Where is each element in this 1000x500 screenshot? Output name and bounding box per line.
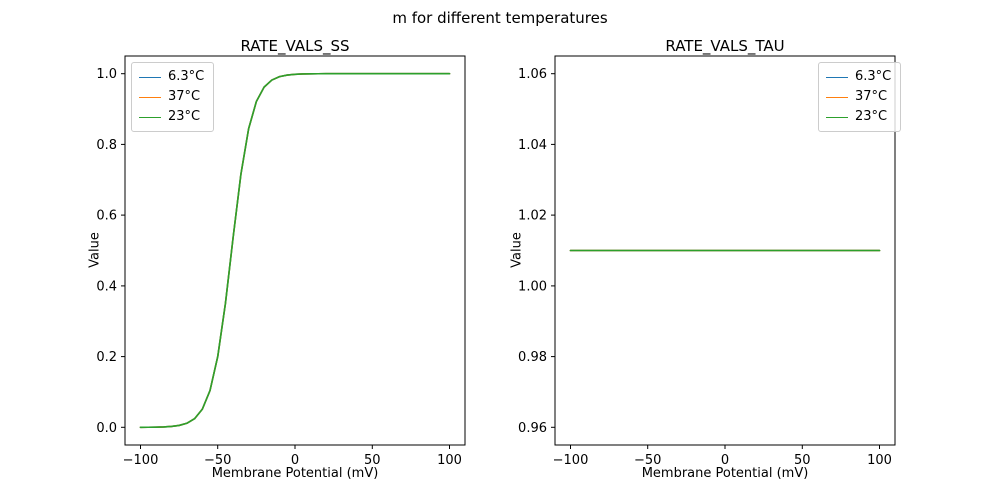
series-line-23°C	[139, 72, 451, 429]
legend-entry: 23°C	[826, 107, 891, 127]
legend-label: 6.3°C	[855, 69, 892, 84]
x-tick-label: 50	[364, 453, 381, 468]
legend-line-sample	[826, 96, 848, 98]
subplot-title-rate-vals-ss: RATE_VALS_SS	[240, 37, 350, 55]
legend-line-sample	[139, 76, 161, 78]
y-tick-label: 1.0	[96, 67, 117, 82]
legend-line-sample	[139, 116, 161, 118]
legend-entry: 37°C	[139, 87, 204, 107]
y-tick-label: 0.4	[96, 279, 117, 294]
x-tick-label: 0	[291, 453, 299, 468]
y-tick-label: 0.8	[96, 138, 117, 153]
y-tick-label: 0.0	[96, 421, 117, 436]
legend-line-sample	[826, 76, 848, 78]
y-axis-label-tau: Value	[509, 232, 525, 268]
y-tick-label: 1.02	[518, 209, 547, 224]
legend-line-sample	[826, 116, 848, 118]
y-axis-label-ss: Value	[87, 232, 103, 268]
figure-suptitle: m for different temperatures	[392, 9, 608, 27]
x-tick-label: 0	[721, 453, 729, 468]
legend-line-sample	[139, 96, 161, 98]
legend-label: 37°C	[168, 89, 201, 104]
x-tick-label: 100	[867, 453, 892, 468]
legend-entry: 37°C	[826, 87, 891, 107]
x-axis-label-tau: Membrane Potential (mV)	[641, 466, 809, 481]
y-tick-label: 1.06	[518, 67, 547, 82]
legend-entry: 23°C	[139, 107, 204, 127]
legend-label: 37°C	[855, 89, 888, 104]
x-tick-label: 100	[437, 453, 462, 468]
x-tick-label: −50	[634, 453, 661, 468]
legend-label: 23°C	[855, 109, 888, 124]
y-tick-label: 0.96	[518, 421, 547, 436]
x-tick-label: 50	[794, 453, 811, 468]
legend-tau: 6.3°C 37°C 23°C	[818, 62, 902, 132]
y-tick-label: 1.00	[518, 279, 547, 294]
y-tick-label: 1.04	[518, 138, 547, 153]
x-tick-label: −100	[553, 453, 589, 468]
subplot-title-rate-vals-tau: RATE_VALS_TAU	[665, 37, 785, 55]
x-axis-label-ss: Membrane Potential (mV)	[211, 466, 379, 481]
y-tick-label: 0.6	[96, 209, 117, 224]
x-tick-label: −100	[123, 453, 159, 468]
legend-label: 23°C	[168, 109, 201, 124]
y-tick-label: 0.98	[518, 350, 547, 365]
y-tick-label: 0.2	[96, 350, 117, 365]
legend-label: 6.3°C	[168, 69, 205, 84]
legend-entry: 6.3°C	[826, 67, 891, 87]
x-tick-label: −50	[204, 453, 231, 468]
legend-ss: 6.3°C 37°C 23°C	[131, 62, 215, 132]
legend-entry: 6.3°C	[139, 67, 204, 87]
